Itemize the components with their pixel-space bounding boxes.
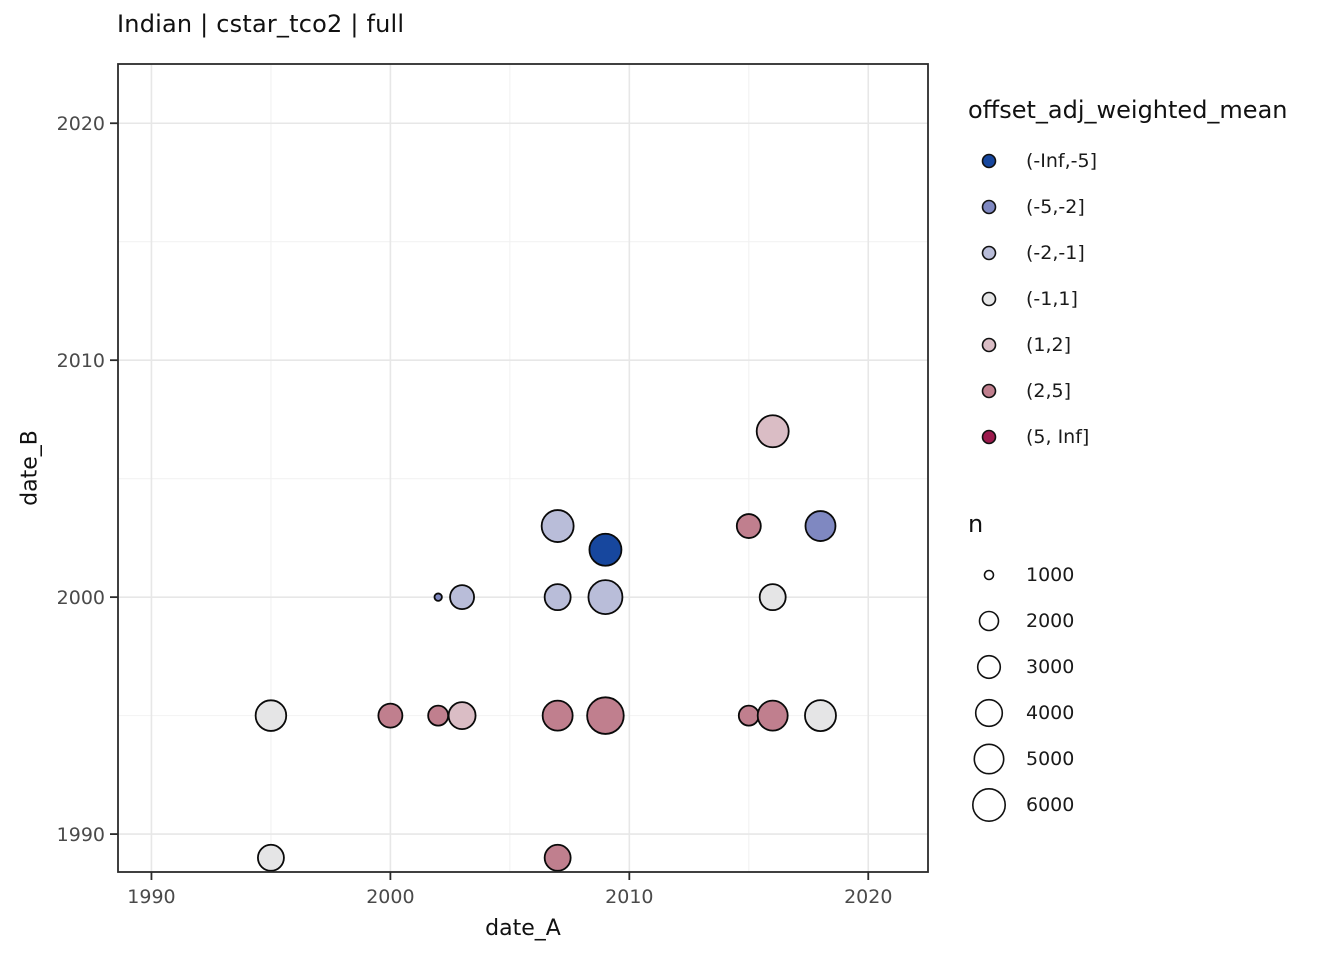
data-point — [588, 532, 623, 567]
y-tick-label: 2000 — [57, 587, 105, 609]
data-point — [540, 509, 575, 543]
data-point — [735, 513, 762, 539]
data-point — [586, 696, 625, 735]
legend-entry: (-5,-2] — [968, 184, 1288, 230]
data-point — [804, 699, 837, 733]
legend-entry-label: (2,5] — [1026, 380, 1072, 402]
data-point — [587, 579, 624, 616]
legend-entry-label: 4000 — [1026, 702, 1075, 724]
color-key-icon — [981, 245, 997, 261]
legend-entry-label: (-Inf,-5] — [1026, 150, 1097, 172]
x-tick-label: 2020 — [844, 886, 892, 908]
size-key-icon — [976, 654, 1002, 680]
data-point — [447, 701, 477, 731]
legend-entry: 1000 — [968, 552, 1074, 598]
legend-entry-label: (-2,-1] — [1026, 242, 1085, 264]
size-legend: n 1000 2000 3000 4000 5000 6000 — [968, 510, 1074, 828]
legend-entry-label: 5000 — [1026, 748, 1075, 770]
legend-entry: (-Inf,-5] — [968, 138, 1288, 184]
color-legend-entries: (-Inf,-5] (-5,-2] (-2,-1] (-1,1] (1,2] (2,5] (… — [968, 138, 1288, 460]
legend-entry: 2000 — [968, 598, 1074, 644]
legend-entry-label: (-5,-2] — [1026, 196, 1085, 218]
color-key-icon — [981, 383, 997, 399]
x-tick-label: 1990 — [127, 886, 175, 908]
data-point — [737, 704, 760, 727]
size-legend-entries: 1000 2000 3000 4000 5000 6000 — [968, 552, 1074, 828]
legend-entry-label: (5, Inf] — [1026, 426, 1090, 448]
size-key-icon — [983, 569, 995, 581]
data-point — [427, 704, 450, 727]
legend-entry-label: (1,2] — [1026, 334, 1072, 356]
legend-entry: (2,5] — [968, 368, 1288, 414]
data-point — [543, 843, 572, 872]
legend-entry: 5000 — [968, 736, 1074, 782]
legend-entry-label: 6000 — [1026, 794, 1075, 816]
data-point — [254, 699, 288, 732]
panel-border — [117, 63, 929, 873]
legend-entry: (1,2] — [968, 322, 1288, 368]
y-tick-label: 2020 — [57, 113, 105, 135]
data-point — [755, 414, 790, 449]
legend-entry: (-2,-1] — [968, 230, 1288, 276]
plot-panel — [118, 64, 928, 872]
legend-entry: 3000 — [968, 644, 1074, 690]
data-point — [433, 592, 443, 602]
x-axis-title: date_A — [485, 916, 561, 941]
legend-entry-label: 3000 — [1026, 656, 1075, 678]
color-key-icon — [981, 337, 997, 353]
data-point — [804, 510, 837, 542]
legend-entry: 6000 — [968, 782, 1074, 828]
data-point — [257, 843, 285, 872]
y-tick-label: 1990 — [57, 824, 105, 846]
data-point — [758, 583, 787, 612]
y-axis-title: date_B — [17, 430, 43, 506]
legend-entry: (-1,1] — [968, 276, 1288, 322]
size-key-icon — [978, 610, 1000, 632]
color-key-icon — [981, 429, 997, 445]
data-point — [449, 584, 475, 611]
color-legend-title: offset_adj_weighted_mean — [968, 96, 1288, 124]
legend-entry: (5, Inf] — [968, 414, 1288, 460]
color-key-icon — [981, 153, 997, 169]
data-point — [543, 583, 572, 612]
size-key-icon — [971, 787, 1007, 823]
size-key-icon — [974, 698, 1004, 728]
color-legend: offset_adj_weighted_mean (-Inf,-5] (-5,-2… — [968, 96, 1288, 460]
data-point — [377, 702, 404, 729]
x-tick-label: 2000 — [366, 886, 414, 908]
color-key-icon — [981, 199, 997, 215]
size-key-icon — [973, 743, 1005, 775]
chart-title: Indian | cstar_tco2 | full — [117, 10, 405, 38]
y-tick-label: 2010 — [57, 350, 105, 372]
legend-entry-label: 1000 — [1026, 564, 1075, 586]
color-key-icon — [981, 291, 997, 307]
legend-entry-label: 2000 — [1026, 610, 1075, 632]
legend-entry-label: (-1,1] — [1026, 288, 1078, 310]
data-point — [541, 699, 574, 732]
legend-entry: 4000 — [968, 690, 1074, 736]
x-tick-label: 2010 — [605, 886, 653, 908]
data-point — [756, 699, 789, 732]
size-legend-title: n — [968, 510, 984, 538]
